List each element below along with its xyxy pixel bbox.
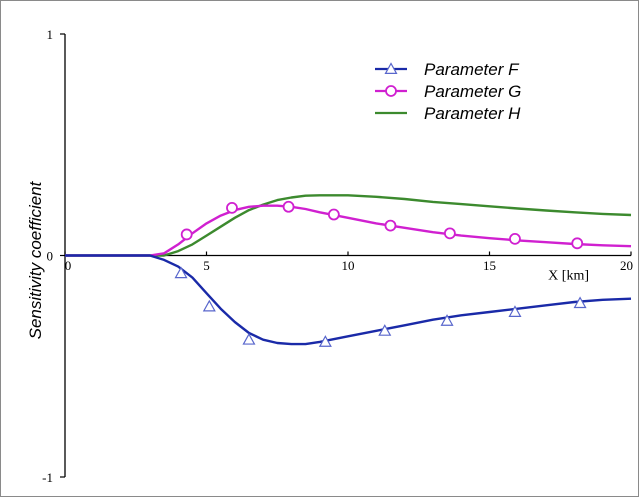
series-parameter-f [65,254,632,347]
data-point-marker [571,237,584,250]
data-point-marker [509,232,521,245]
x-axis-label: X [km] [548,269,589,284]
data-point-marker [226,201,238,214]
legend-label: Parameter G [424,82,521,101]
data-point-marker [174,266,188,279]
data-point-marker [440,314,454,326]
y-axis-label: Sensitivity coefficient [26,180,45,339]
series-line [65,204,632,257]
x-tick-label: 10 [342,258,355,273]
data-point-marker [327,208,340,221]
legend-label: Parameter F [424,60,520,79]
series-parameter-h [65,194,632,257]
x-tick-label: 20 [620,258,633,273]
data-point-marker [282,200,295,213]
data-point-marker [242,332,256,345]
series-line [65,194,632,257]
data-point-marker [384,219,397,232]
data-point-marker [573,296,587,309]
legend: Parameter F Parameter G Parameter H [375,60,521,123]
y-tick-label: 1 [47,27,54,42]
series-parameter-g [65,200,632,257]
legend-label: Parameter H [424,104,521,123]
legend-item: Parameter F [375,60,520,79]
data-point-marker [318,335,332,347]
data-point-marker [180,228,193,241]
x-tick-label: 0 [65,258,72,273]
legend-item: Parameter G [375,82,521,101]
x-tick-label: 15 [483,258,496,273]
x-tick-label: 5 [203,258,210,273]
data-point-marker [443,227,456,240]
legend-marker [384,62,398,75]
data-point-marker [508,305,522,317]
data-point-marker [202,299,216,312]
data-point-marker [378,324,392,336]
y-tick-label: 0 [47,249,54,264]
legend-marker [385,85,397,97]
y-tick-label: -1 [42,470,53,485]
y-ticks: 1 0 -1 [42,27,65,485]
series-layer [65,194,632,347]
legend-item: Parameter H [375,104,521,123]
